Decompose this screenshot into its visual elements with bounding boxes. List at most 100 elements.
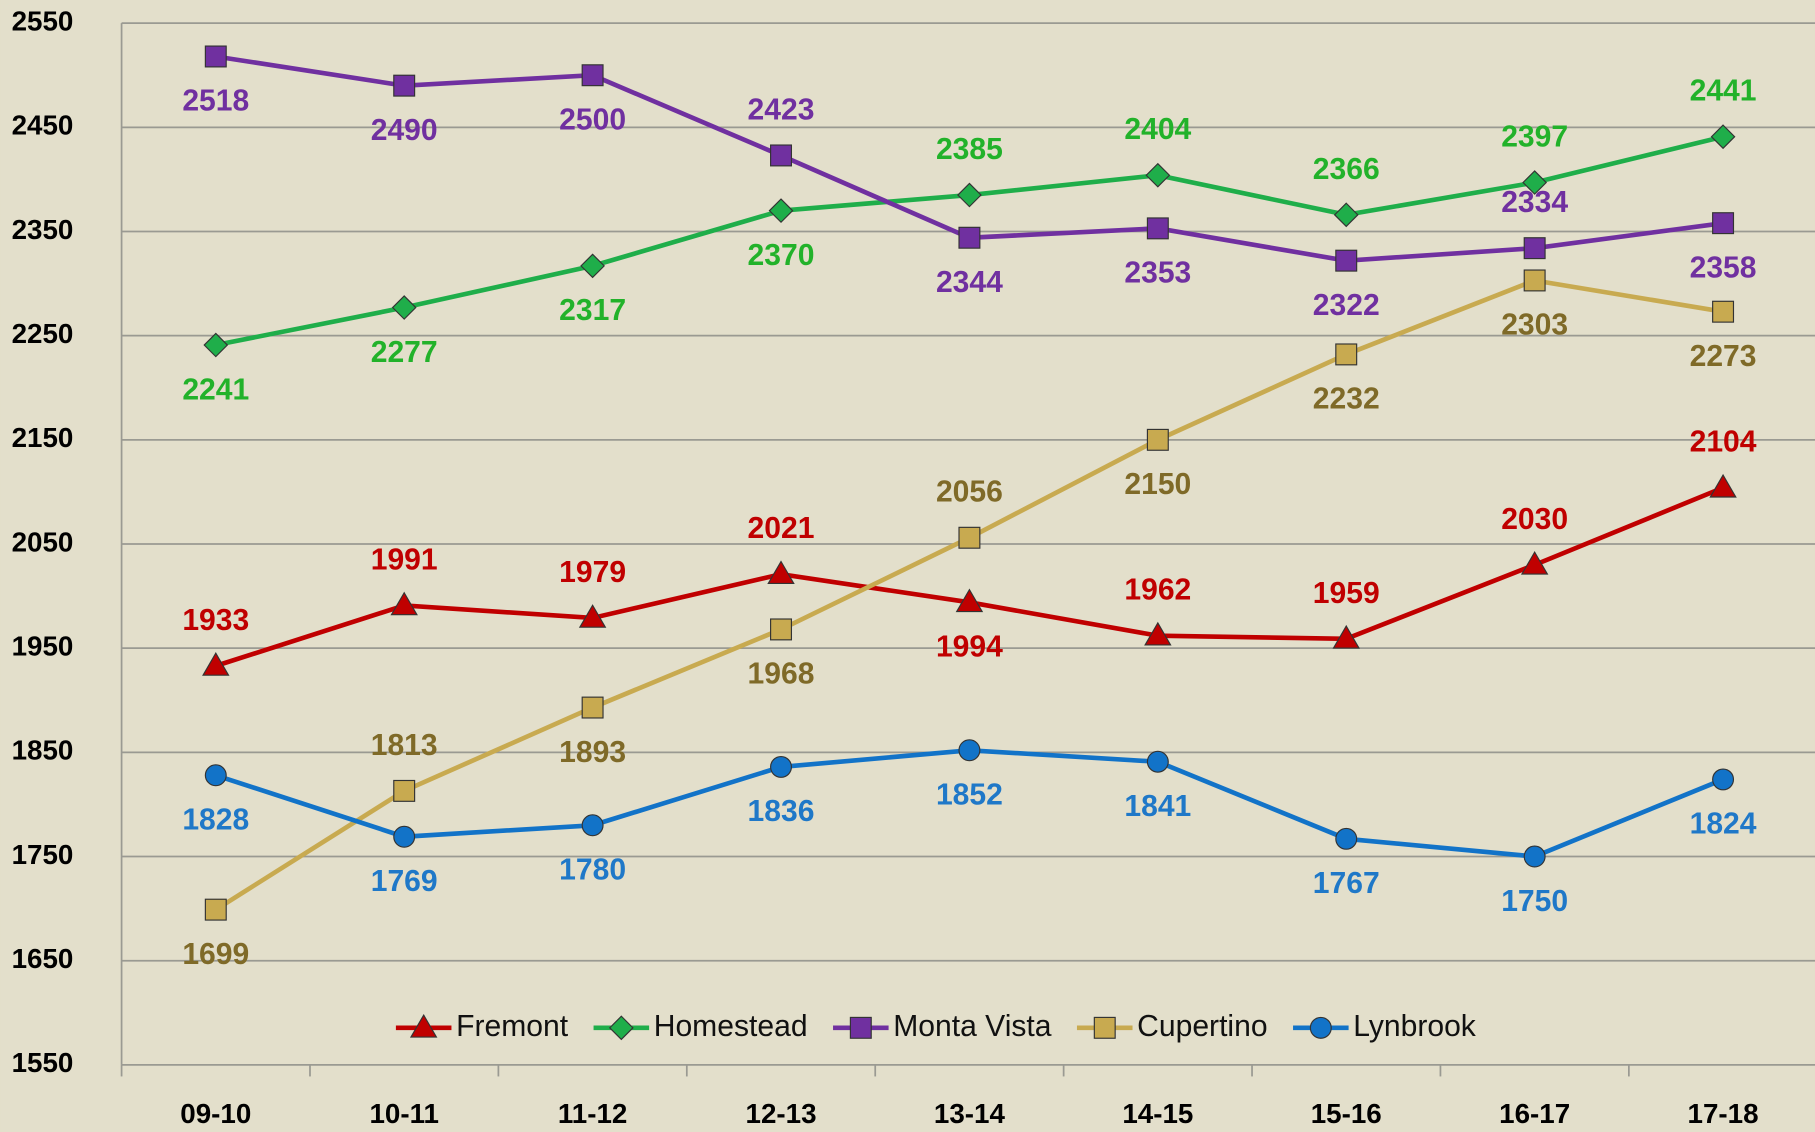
data-label: 1979 — [559, 556, 626, 589]
data-label: 2317 — [559, 294, 626, 327]
data-label: 2334 — [1501, 186, 1568, 219]
y-tick-label: 1750 — [12, 839, 74, 870]
marker — [1144, 621, 1172, 646]
marker — [1335, 343, 1358, 366]
data-label: 1824 — [1690, 808, 1757, 841]
legend-label: Fremont — [456, 1010, 569, 1043]
marker — [578, 604, 607, 628]
marker — [1332, 624, 1360, 649]
marker — [204, 45, 227, 68]
marker — [390, 591, 418, 616]
y-tick-label: 2250 — [12, 318, 74, 349]
legend-label: Monta Vista — [893, 1010, 1052, 1043]
marker — [1520, 550, 1549, 575]
marker — [202, 652, 230, 676]
marker — [393, 74, 416, 97]
marker — [1523, 845, 1546, 868]
data-label: 2344 — [936, 266, 1003, 299]
legend-marker — [409, 1013, 438, 1038]
legend-label: Cupertino — [1137, 1010, 1267, 1043]
x-tick-label: 14-15 — [1122, 1098, 1193, 1129]
data-label: 2370 — [748, 239, 815, 272]
marker — [1523, 237, 1546, 260]
data-label: 1813 — [371, 729, 438, 762]
data-label: 1962 — [1124, 574, 1191, 607]
marker — [204, 898, 227, 921]
x-tick-label: 09-10 — [180, 1098, 251, 1129]
data-label: 1933 — [182, 604, 249, 637]
data-label: 2232 — [1313, 383, 1380, 416]
data-label: 2273 — [1690, 340, 1757, 373]
y-tick-label: 1950 — [12, 631, 74, 662]
marker — [768, 198, 794, 224]
marker — [770, 144, 793, 167]
data-label: 2500 — [559, 103, 626, 136]
data-label: 1769 — [371, 865, 438, 898]
data-label: 2104 — [1690, 426, 1757, 459]
marker — [770, 755, 793, 778]
marker — [581, 814, 604, 837]
data-label: 2358 — [1690, 251, 1757, 284]
data-label: 1699 — [182, 938, 249, 971]
marker — [203, 332, 229, 358]
data-label: 1750 — [1501, 885, 1568, 918]
legend-marker — [849, 1016, 872, 1039]
data-label: 2423 — [748, 93, 815, 126]
marker — [1710, 124, 1736, 150]
marker — [581, 696, 604, 719]
marker — [1712, 212, 1735, 235]
marker — [958, 226, 981, 249]
marker — [958, 739, 981, 762]
data-label: 1994 — [936, 631, 1003, 664]
y-tick-label: 1650 — [12, 943, 74, 974]
marker — [581, 64, 604, 87]
marker — [1712, 768, 1735, 791]
y-tick-label: 2050 — [12, 526, 74, 557]
x-tick-label: 10-11 — [369, 1098, 438, 1129]
y-tick-label: 2450 — [12, 110, 74, 141]
marker — [955, 588, 984, 613]
marker — [1523, 269, 1546, 292]
y-tick-label: 2350 — [12, 214, 74, 245]
data-label: 2518 — [182, 85, 249, 118]
data-label: 1959 — [1313, 577, 1380, 610]
data-label: 1767 — [1313, 867, 1380, 900]
data-label: 2150 — [1124, 468, 1191, 501]
y-tick-label: 2150 — [12, 422, 74, 453]
data-label: 2385 — [936, 133, 1003, 166]
legend-label: Lynbrook — [1353, 1010, 1477, 1043]
marker — [1522, 170, 1548, 195]
data-label: 2241 — [182, 373, 249, 406]
marker — [1146, 750, 1169, 773]
legend-label: Homestead — [654, 1010, 808, 1043]
marker — [1335, 249, 1358, 272]
marker — [393, 825, 416, 848]
marker — [1709, 473, 1737, 498]
data-label: 2441 — [1690, 75, 1757, 108]
marker — [1146, 217, 1169, 240]
data-label: 1852 — [936, 779, 1003, 812]
data-label: 1780 — [559, 854, 626, 887]
marker — [767, 560, 795, 585]
data-label: 1991 — [371, 543, 438, 576]
legend-marker — [1309, 1016, 1332, 1039]
data-label: 2021 — [748, 512, 815, 545]
data-label: 1836 — [748, 795, 815, 828]
y-tick-label: 2550 — [12, 5, 74, 36]
marker — [957, 182, 982, 208]
data-label: 2303 — [1501, 309, 1568, 342]
marker — [580, 253, 605, 279]
data-label: 2322 — [1313, 289, 1380, 322]
marker — [1145, 162, 1171, 188]
x-tick-label: 16-17 — [1499, 1098, 1570, 1129]
x-tick-label: 11-12 — [558, 1098, 627, 1129]
data-label: 2353 — [1124, 257, 1191, 290]
data-label: 1841 — [1124, 790, 1191, 823]
marker — [393, 779, 416, 802]
marker — [770, 618, 793, 641]
marker — [1333, 202, 1359, 228]
data-label: 1893 — [559, 736, 626, 769]
x-tick-label: 12-13 — [746, 1098, 817, 1129]
